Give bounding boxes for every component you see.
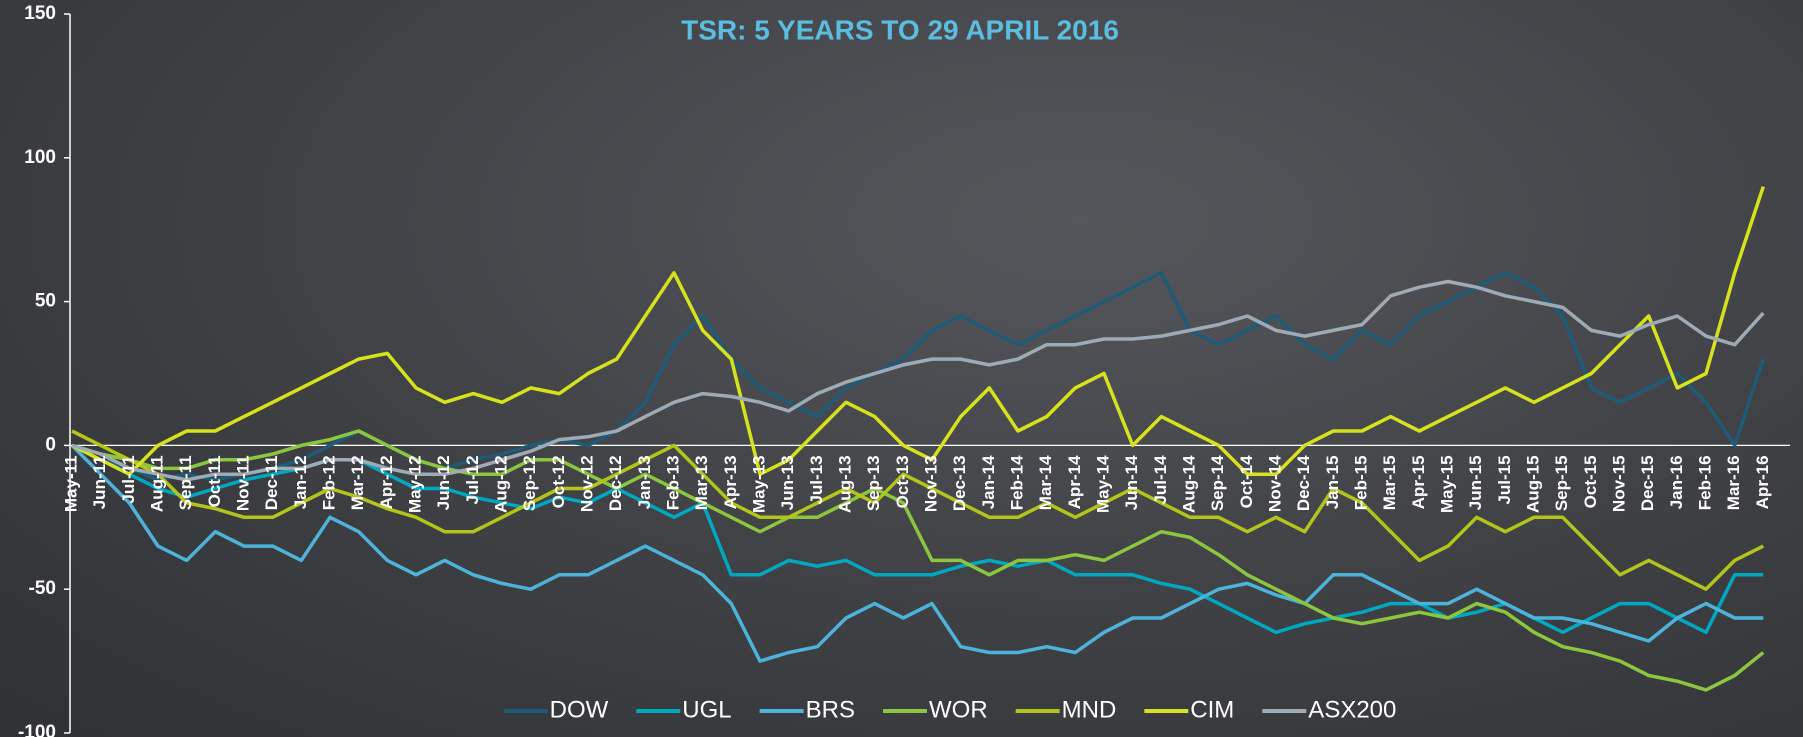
- x-tick-label: Mar-15: [1380, 455, 1399, 510]
- y-tick-label: 50: [35, 291, 56, 312]
- x-tick-label: Jul-11: [119, 455, 138, 503]
- x-tick-label: Mar-16: [1724, 455, 1743, 510]
- x-tick-label: Nov-12: [577, 455, 596, 512]
- legend: DOW UGL BRS WOR MND CIM ASX200: [504, 696, 1397, 723]
- chart: TSR: 5 YEARS TO 29 APRIL 2016 -100 -50 0 50…: [0, 0, 1803, 737]
- x-tick-label: Feb-16: [1695, 455, 1714, 510]
- x-tick-label: Aug-11: [147, 455, 166, 512]
- x-tick-label: Mar-13: [692, 455, 711, 510]
- x-tick-label: Aug-12: [491, 455, 510, 513]
- x-tick-label: Jun-12: [434, 455, 453, 510]
- x-tick-label: Jul-14: [1151, 455, 1170, 505]
- y-tick-label: -100: [18, 722, 56, 737]
- legend-label: UGL: [682, 696, 731, 723]
- legend-label: MND: [1062, 696, 1117, 723]
- x-tick-label: Jul-12: [463, 455, 482, 504]
- series-line: [72, 187, 1763, 475]
- x-tick-label: Sep-14: [1208, 455, 1227, 511]
- x-tick-label: Dec-12: [606, 455, 625, 511]
- x-tick-label: Dec-15: [1638, 455, 1657, 511]
- x-tick-label: Jan-15: [1323, 455, 1342, 509]
- x-tick-label: Aug-15: [1523, 455, 1542, 513]
- x-tick-label: Dec-14: [1294, 455, 1313, 511]
- x-tick-label: Apr-12: [377, 455, 396, 509]
- x-tick-label: Feb-13: [663, 455, 682, 510]
- x-tick-label: Oct-13: [893, 455, 912, 508]
- x-tick-label: Nov-15: [1609, 455, 1628, 512]
- x-tick-label: May-12: [405, 455, 424, 513]
- legend-label: CIM: [1190, 696, 1234, 723]
- x-tick-label: Feb-15: [1351, 455, 1370, 510]
- y-tick-label: -50: [29, 578, 56, 599]
- x-tick-label: Mar-12: [348, 455, 367, 510]
- x-tick-label: Sep-11: [176, 455, 195, 510]
- page: TSR: 5 YEARS TO 29 APRIL 2016 -100 -50 0 50…: [0, 0, 1803, 737]
- x-tick-label: May-15: [1437, 455, 1456, 513]
- x-tick-label: Nov-14: [1265, 455, 1284, 512]
- x-tick-label: Jul-13: [807, 455, 826, 504]
- x-tick-label: Feb-14: [1007, 455, 1026, 510]
- x-tick-label: Jul-15: [1495, 455, 1514, 504]
- legend-label: DOW: [550, 696, 609, 723]
- x-tick-label: Apr-14: [1065, 455, 1084, 509]
- x-tick-label: Apr-15: [1409, 455, 1428, 509]
- y-tick-label: 0: [45, 434, 56, 455]
- legend-label: WOR: [929, 696, 988, 723]
- x-tick-label: May-11: [61, 455, 80, 512]
- x-tick-label: Apr-13: [721, 455, 740, 509]
- x-tick-label: Oct-14: [1237, 455, 1256, 508]
- x-tick-label: Jun-13: [778, 455, 797, 510]
- x-tick-label: Jan-13: [635, 455, 654, 509]
- x-tick-label: Nov-11: [233, 455, 252, 511]
- x-tick-label: Sep-12: [520, 455, 539, 511]
- chart-title: TSR: 5 YEARS TO 29 APRIL 2016: [681, 14, 1119, 45]
- x-tick-label: Aug-13: [835, 455, 854, 513]
- x-tick-label: Oct-15: [1581, 455, 1600, 508]
- series-line: [72, 282, 1763, 480]
- x-tick-label: Apr-16: [1753, 455, 1772, 509]
- x-tick-label: Feb-12: [319, 455, 338, 510]
- x-tick-label: Aug-14: [1179, 455, 1198, 513]
- x-tick-label: Dec-11: [262, 455, 281, 510]
- x-tick-label: Jan-14: [979, 455, 998, 509]
- x-tick-label: Jan-12: [291, 455, 310, 509]
- x-tick-label: Jun-11: [90, 455, 109, 509]
- y-tick-label: 100: [24, 147, 56, 168]
- legend-label: ASX200: [1308, 696, 1396, 723]
- legend-label: BRS: [806, 696, 855, 723]
- x-tick-label: May-14: [1093, 455, 1112, 513]
- x-tick-label: Sep-15: [1552, 455, 1571, 511]
- x-tick-label: Dec-13: [950, 455, 969, 511]
- x-tick-label: Oct-11: [205, 455, 224, 507]
- x-tick-label: Jun-14: [1122, 455, 1141, 510]
- y-tick-label: 150: [24, 3, 56, 24]
- x-tick-label: Sep-13: [864, 455, 883, 511]
- x-tick-label: Jun-15: [1466, 455, 1485, 510]
- x-tick-label: Jan-16: [1667, 455, 1686, 509]
- x-tick-label: Nov-13: [921, 455, 940, 512]
- x-tick-label: May-13: [749, 455, 768, 513]
- x-tick-label: Oct-12: [549, 455, 568, 508]
- x-tick-label: Mar-14: [1036, 455, 1055, 510]
